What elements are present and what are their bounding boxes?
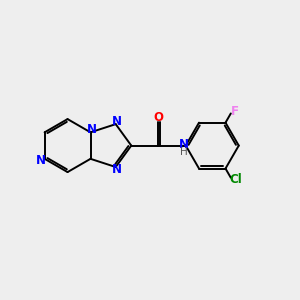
Text: H: H [180, 147, 188, 157]
Text: O: O [153, 111, 163, 124]
Text: F: F [231, 106, 239, 118]
Text: N: N [112, 115, 122, 128]
Text: N: N [112, 164, 122, 176]
Text: N: N [179, 138, 189, 151]
Text: N: N [36, 154, 46, 167]
Text: Cl: Cl [229, 173, 242, 186]
Text: N: N [87, 123, 97, 136]
